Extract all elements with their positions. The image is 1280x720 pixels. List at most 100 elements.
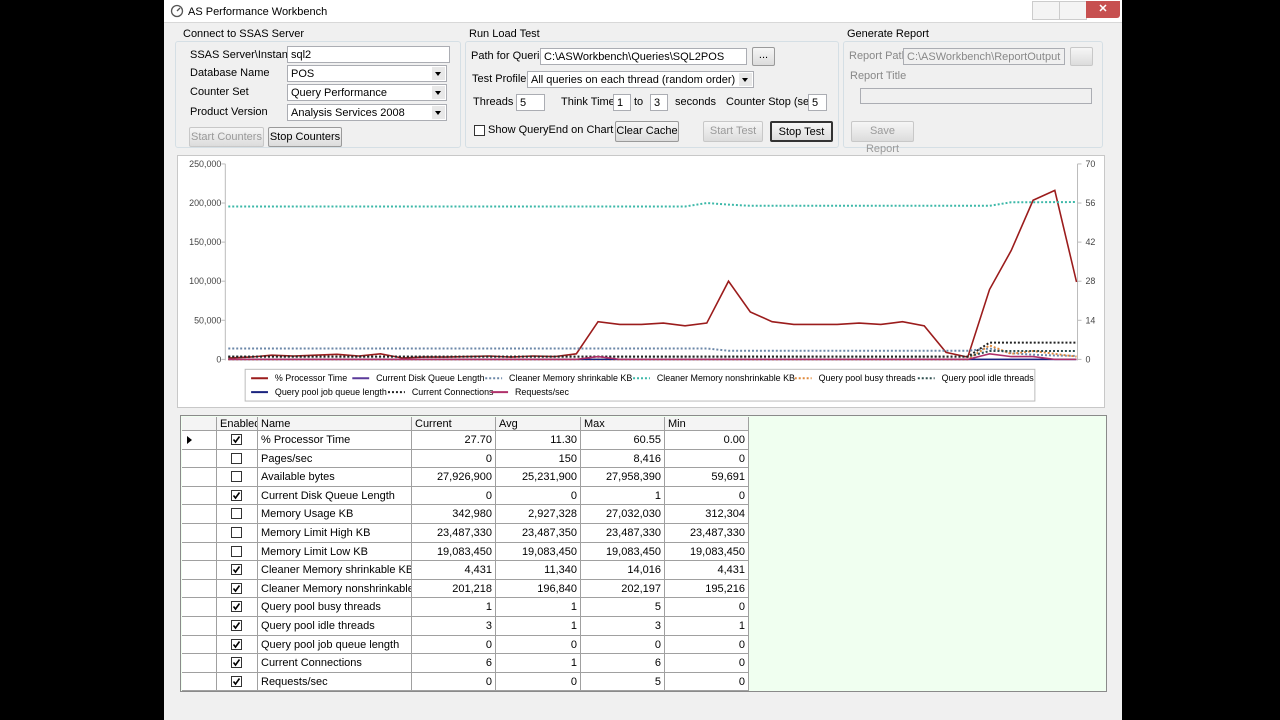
label: Threads [473,96,514,108]
value-cell: 201,218 [412,579,496,599]
column-header: Min [665,417,749,431]
y2-tick-label: 14 [1085,315,1095,325]
checkbox[interactable] [231,508,243,520]
checkbox-cell[interactable] [217,561,258,580]
checkbox-cell[interactable] [217,468,258,487]
minimize[interactable] [1032,1,1060,20]
checkbox-cell[interactable] [217,505,258,524]
button[interactable]: Stop Counters [268,127,342,147]
close[interactable]: ✕ [1086,1,1120,18]
value-cell: 0 [665,635,749,655]
checkbox[interactable] [231,638,243,651]
y-tick-label: 150,000 [189,237,221,247]
button[interactable]: Start Test [703,121,763,142]
combo-box[interactable]: Query Performance [287,84,447,101]
y-tick-label: 100,000 [189,276,221,286]
combo-box[interactable]: POS [287,65,447,82]
checkbox-cell[interactable] [217,635,258,655]
checkbox[interactable] [231,545,243,558]
checkbox[interactable] [231,620,243,632]
text-box[interactable]: 5 [516,94,545,111]
row-header [182,635,217,655]
group-box [843,41,1103,148]
y2-tick-label: 28 [1085,276,1095,286]
checkbox-cell[interactable] [217,598,258,617]
label: to [634,96,644,108]
legend-label: Current Connections [412,387,494,397]
checkbox[interactable] [231,471,243,483]
checkbox[interactable] [231,452,243,465]
value-cell: 0 [581,635,665,655]
value-cell: 202,197 [581,579,665,599]
button[interactable]: Start Counters [189,127,264,147]
text-box[interactable]: C:\ASWorkbench\Queries\SQL2POS [540,48,747,65]
value-cell: 0 [412,449,496,469]
button[interactable]: Save Report [851,121,914,155]
series-line [228,347,1077,357]
name-cell: Pages/sec [258,449,412,469]
checkbox-cell[interactable] [217,579,258,599]
app-icon [170,4,184,18]
checkbox[interactable] [231,489,243,502]
checkbox[interactable] [231,657,243,669]
checkbox[interactable] [231,527,243,539]
legend-label: Query pool busy threads [819,373,917,383]
row-header [182,598,217,617]
series-line [228,341,1077,358]
checkbox-cell[interactable] [217,449,258,469]
text-box[interactable]: 1 [613,94,631,111]
text-box[interactable]: C:\ASWorkbench\ReportOutput [903,48,1065,65]
combo-box[interactable]: All queries on each thread (random order… [527,71,754,88]
value-cell: 23,487,330 [412,524,496,543]
checkbox-cell[interactable] [217,524,258,543]
y2-tick-label: 70 [1085,159,1095,169]
value-cell: 19,083,450 [412,542,496,562]
button[interactable]: Stop Test [770,121,833,142]
value-cell: 23,487,330 [581,524,665,543]
value-cell: 0 [496,635,581,655]
text-box[interactable]: 3 [650,94,668,111]
value-cell: 25,231,900 [496,468,581,487]
value-cell: 1 [665,617,749,636]
value-cell: 8,416 [581,449,665,469]
maximize[interactable] [1059,1,1087,20]
column-header: Name [258,417,412,431]
label: Report Path [849,50,908,62]
checkbox-cell[interactable] [217,486,258,506]
button[interactable]: ... [752,47,775,66]
button[interactable] [1070,47,1093,66]
row-header [182,417,217,431]
text-box[interactable]: sql2 [287,46,450,63]
name-cell: Query pool job queue length [258,635,412,655]
value-cell: 19,083,450 [496,542,581,562]
label: seconds [675,96,716,108]
value-cell: 3 [581,617,665,636]
value-cell: 4,431 [665,561,749,580]
text-box[interactable] [860,88,1092,104]
row-header [182,449,217,469]
label: Database Name [190,67,270,79]
y2-tick-label: 42 [1085,237,1095,247]
button[interactable]: Clear Cache [615,121,679,142]
combo-box[interactable]: Analysis Services 2008 [287,104,447,121]
checkbox[interactable] [231,582,243,595]
checkbox[interactable] [231,675,243,688]
checkbox-cell[interactable] [217,431,258,450]
value-cell: 196,840 [496,579,581,599]
checkbox[interactable] [231,434,243,446]
label: Counter Stop (sec) [726,96,819,108]
checkbox-cell[interactable] [217,672,258,692]
checkbox-cell[interactable] [217,617,258,636]
checkbox-cell[interactable] [217,654,258,673]
checkbox[interactable] [231,564,243,576]
group-box [465,41,839,148]
label: Think Time [561,96,615,108]
checkbox-cell[interactable] [217,542,258,562]
checkbox[interactable] [231,601,243,613]
checkbox[interactable] [474,125,485,136]
name-cell: % Processor Time [258,431,412,450]
text-box[interactable]: 5 [808,94,827,111]
group-title: Connect to SSAS Server [182,27,306,41]
name-cell: Memory Limit Low KB [258,542,412,562]
